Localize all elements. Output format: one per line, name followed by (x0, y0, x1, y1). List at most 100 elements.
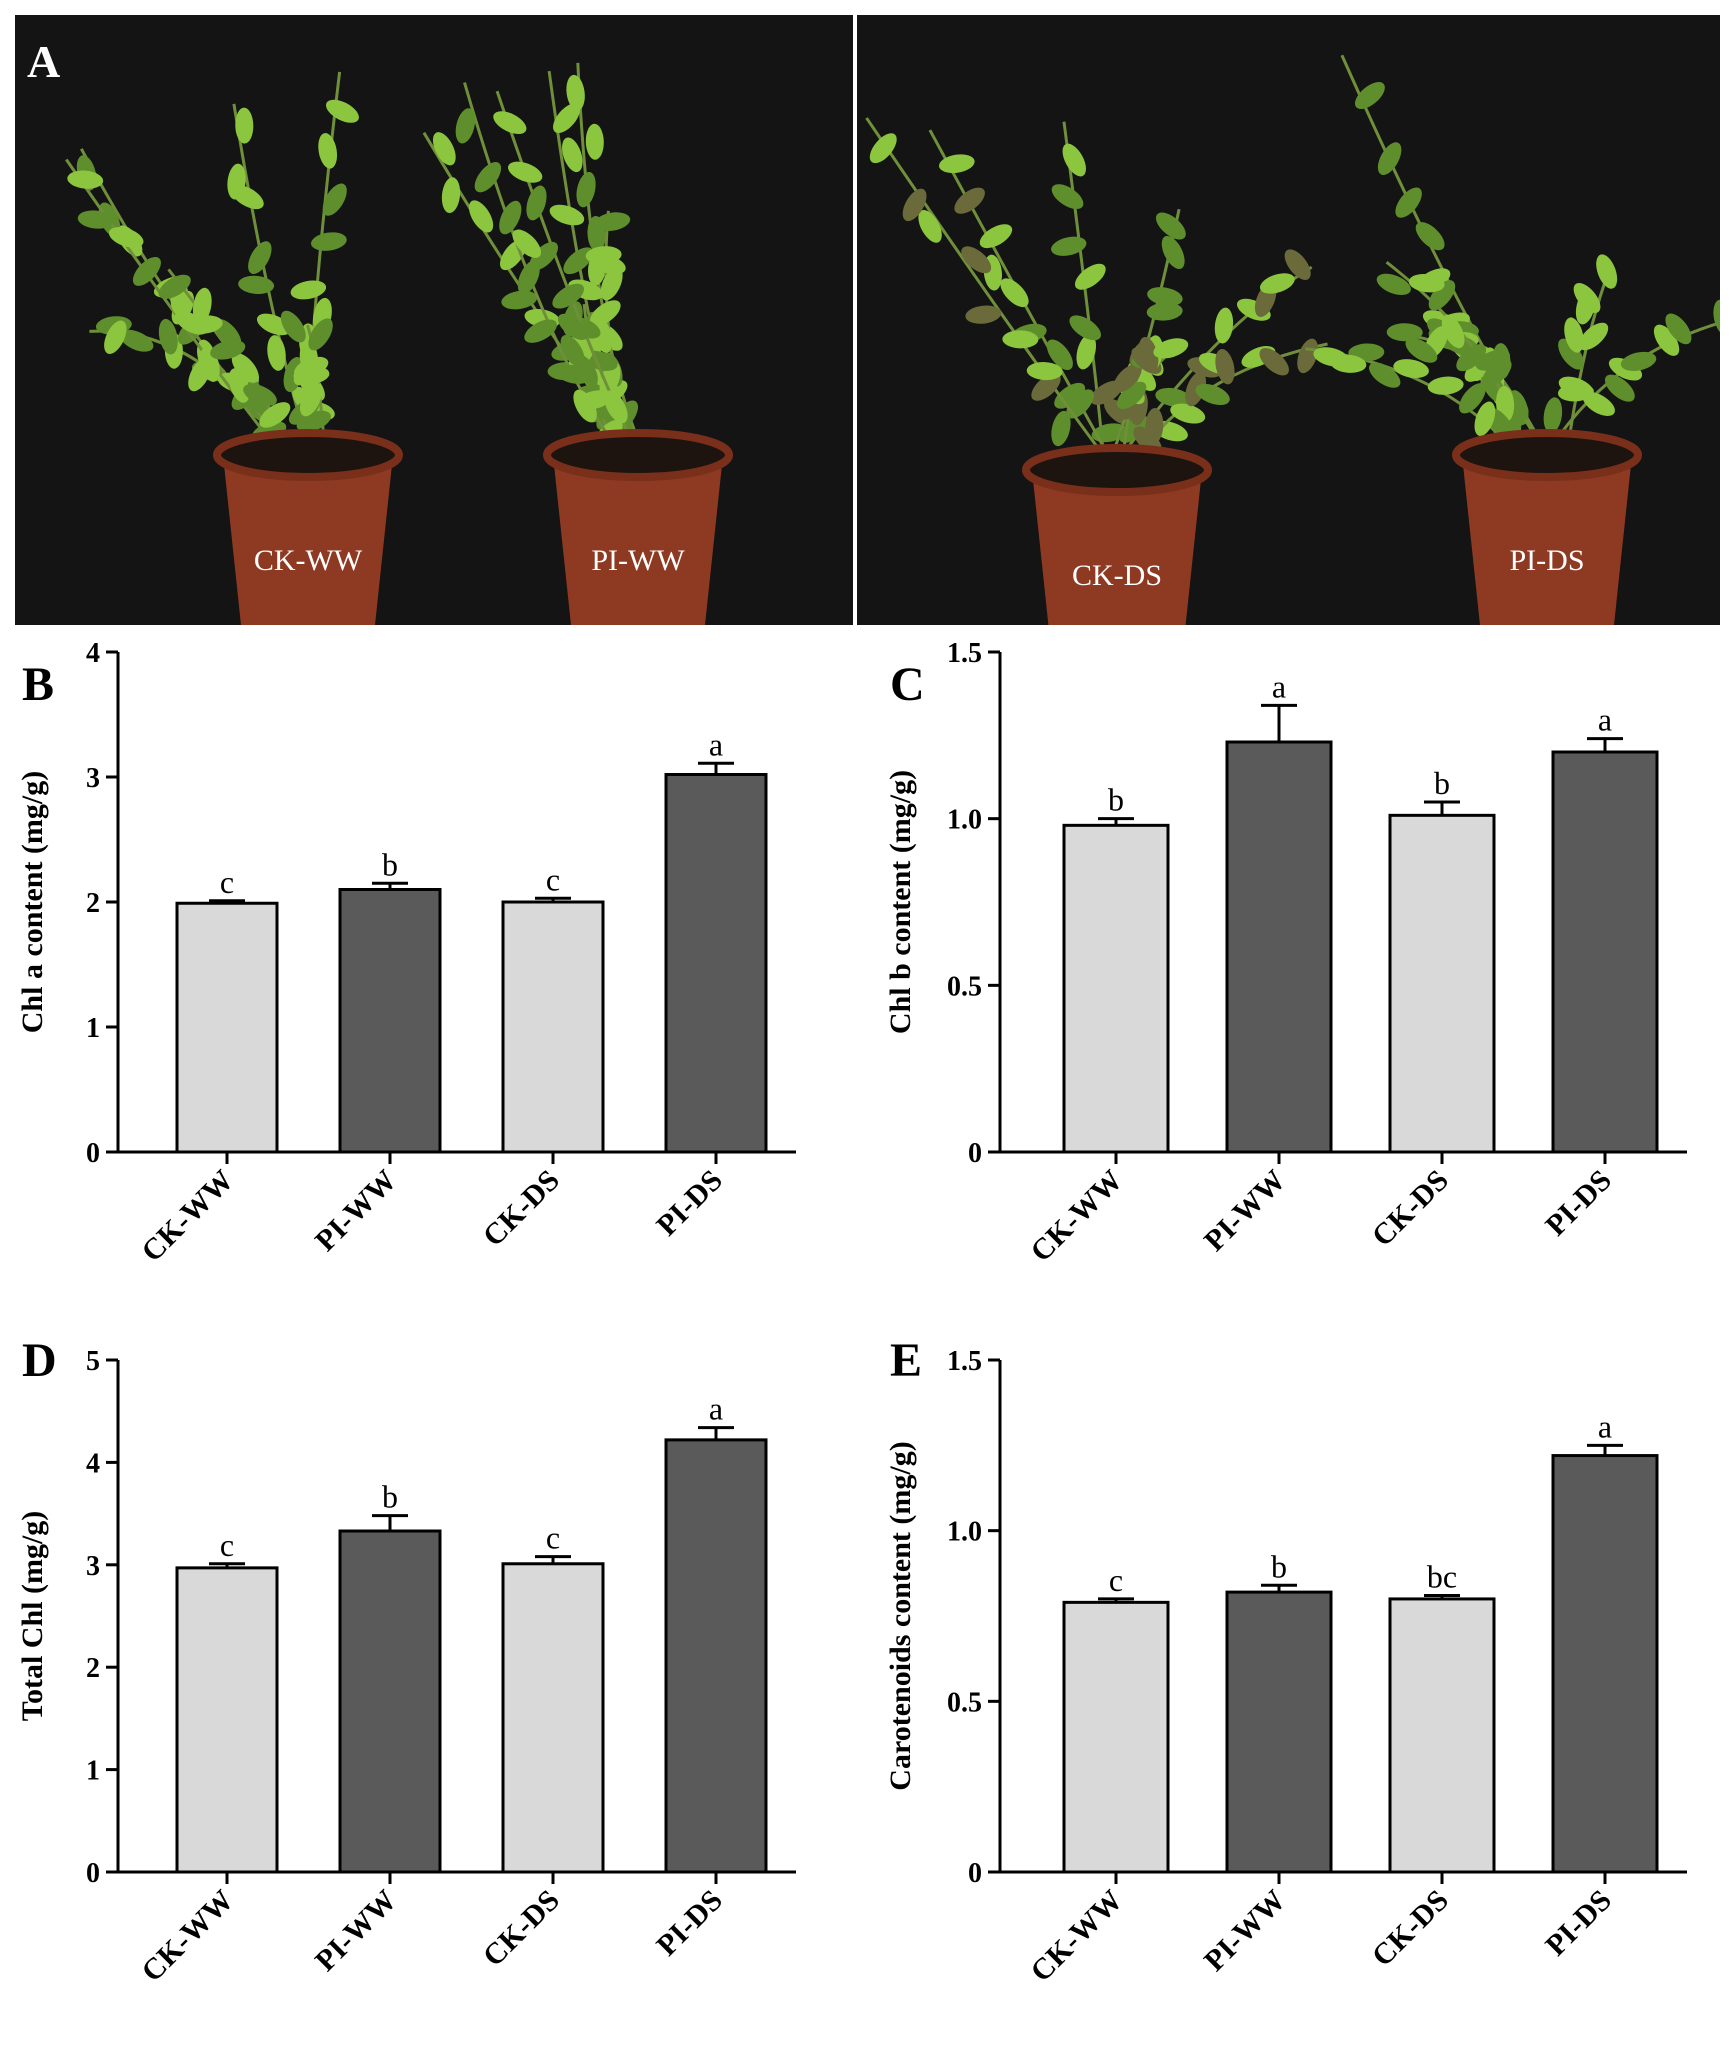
pot-rim (213, 429, 403, 481)
bar-pi-ww (338, 888, 442, 1154)
leaf (1259, 273, 1295, 294)
leaf (1428, 280, 1456, 311)
significance-letter: a (1272, 668, 1286, 704)
leaf (517, 260, 540, 295)
leaf (1066, 389, 1094, 419)
leaf (468, 200, 494, 233)
leaf (1074, 263, 1106, 290)
leaf (499, 200, 522, 235)
plant-3 (865, 117, 1328, 491)
y-axis-label: Carotenoids content (mg/g) (884, 1441, 917, 1790)
plants-layer (65, 54, 1720, 491)
leaf (235, 107, 254, 144)
x-tick-label: PI-WW (309, 1884, 403, 1978)
leaf (585, 246, 622, 265)
leaf (308, 318, 333, 351)
leaf (104, 320, 127, 354)
leaf (1155, 212, 1186, 240)
pot-body (1462, 455, 1632, 625)
leaf (158, 274, 191, 299)
y-tick-label: 1 (86, 1013, 100, 1044)
x-tick-label: PI-DS (650, 1164, 729, 1243)
x-tick-label: PI-DS (1539, 1164, 1618, 1243)
panel-label: E (890, 1334, 922, 1387)
significance-letter: b (382, 846, 398, 882)
pot-rim (543, 429, 733, 481)
significance-letter: b (1108, 782, 1124, 818)
y-tick-label: 1.5 (947, 640, 982, 669)
x-tick-label: PI-WW (309, 1164, 403, 1258)
leaf (1284, 249, 1311, 280)
bar-ck-ww (1062, 1600, 1170, 1874)
leaf (600, 266, 623, 301)
leaf (1145, 407, 1164, 444)
leaf (1564, 317, 1584, 353)
leaf (1596, 254, 1618, 289)
chart-panel-d: D Total Chl (mg/g) 0 1 2 3 4 5 c CK-WW b PI-WW c CK-D… (16, 1334, 796, 1988)
bar-ck-ww (175, 901, 279, 1154)
leaf (1427, 376, 1464, 395)
leaf (552, 283, 585, 309)
leaf (1474, 401, 1496, 437)
y-tick-label: 1 (86, 1756, 100, 1787)
x-tick-label: CK-WW (1024, 1164, 1129, 1269)
leaf (1620, 351, 1657, 371)
x-tick-label: CK-WW (135, 1164, 240, 1269)
leaf (1195, 383, 1230, 406)
leaf (1297, 338, 1319, 374)
bar-ck-ds (501, 900, 605, 1154)
leaf (1573, 283, 1601, 314)
leaf (512, 229, 542, 258)
leaf (259, 402, 291, 428)
pot-4: PI-DS (1452, 429, 1642, 625)
leaf (1026, 362, 1063, 381)
significance-letter: a (709, 1391, 723, 1427)
leaf (508, 161, 543, 183)
leaf (67, 170, 104, 189)
leaf (869, 133, 897, 164)
panel-label-a: A (27, 36, 60, 87)
pot-label: PI-WW (591, 544, 685, 577)
leaf (299, 382, 323, 417)
leaf (1376, 273, 1411, 295)
leaf (524, 319, 557, 343)
y-tick-label: 3 (86, 763, 100, 794)
y-tick-label: 4 (86, 640, 100, 669)
leaf (1161, 235, 1185, 270)
leaf (589, 300, 621, 327)
leaf (455, 108, 476, 144)
y-tick-label: 0 (968, 1138, 982, 1169)
leaf (1377, 142, 1402, 175)
significance-letter: c (220, 864, 234, 900)
y-tick-label: 2 (86, 888, 100, 919)
leaf (441, 177, 461, 214)
x-tick-label: PI-WW (1198, 1884, 1292, 1978)
chart-panel-e: E Carotenoids content (mg/g) 0 0.5 1.0 1.5 c CK… (884, 1334, 1687, 1988)
leaf (1002, 330, 1039, 349)
leaf (1138, 337, 1159, 373)
plant-2 (422, 62, 658, 476)
leaf (1578, 322, 1609, 351)
leaf (965, 305, 1002, 324)
pot-1: CK-WW (213, 429, 403, 625)
y-tick-label: 4 (86, 1448, 100, 1479)
leaf (1369, 362, 1401, 388)
pot-body (223, 455, 393, 625)
leaf (961, 246, 992, 274)
leaf (557, 313, 589, 340)
leaf (310, 232, 347, 251)
leaf (1665, 313, 1692, 345)
leaf (77, 210, 114, 229)
pot-3: CK-DS (1022, 444, 1212, 625)
bar-ck-ds (1388, 813, 1496, 1154)
pot-body (553, 455, 723, 625)
leaf (563, 247, 594, 275)
leaf (1054, 382, 1086, 409)
leaf (1543, 397, 1563, 434)
y-tick-label: 5 (86, 1346, 100, 1377)
bar-ck-ds (501, 1562, 605, 1874)
leaf (231, 352, 259, 383)
leaf (1604, 374, 1635, 402)
x-tick-label: CK-DS (477, 1884, 566, 1973)
bar-ck-ww (175, 1566, 279, 1874)
